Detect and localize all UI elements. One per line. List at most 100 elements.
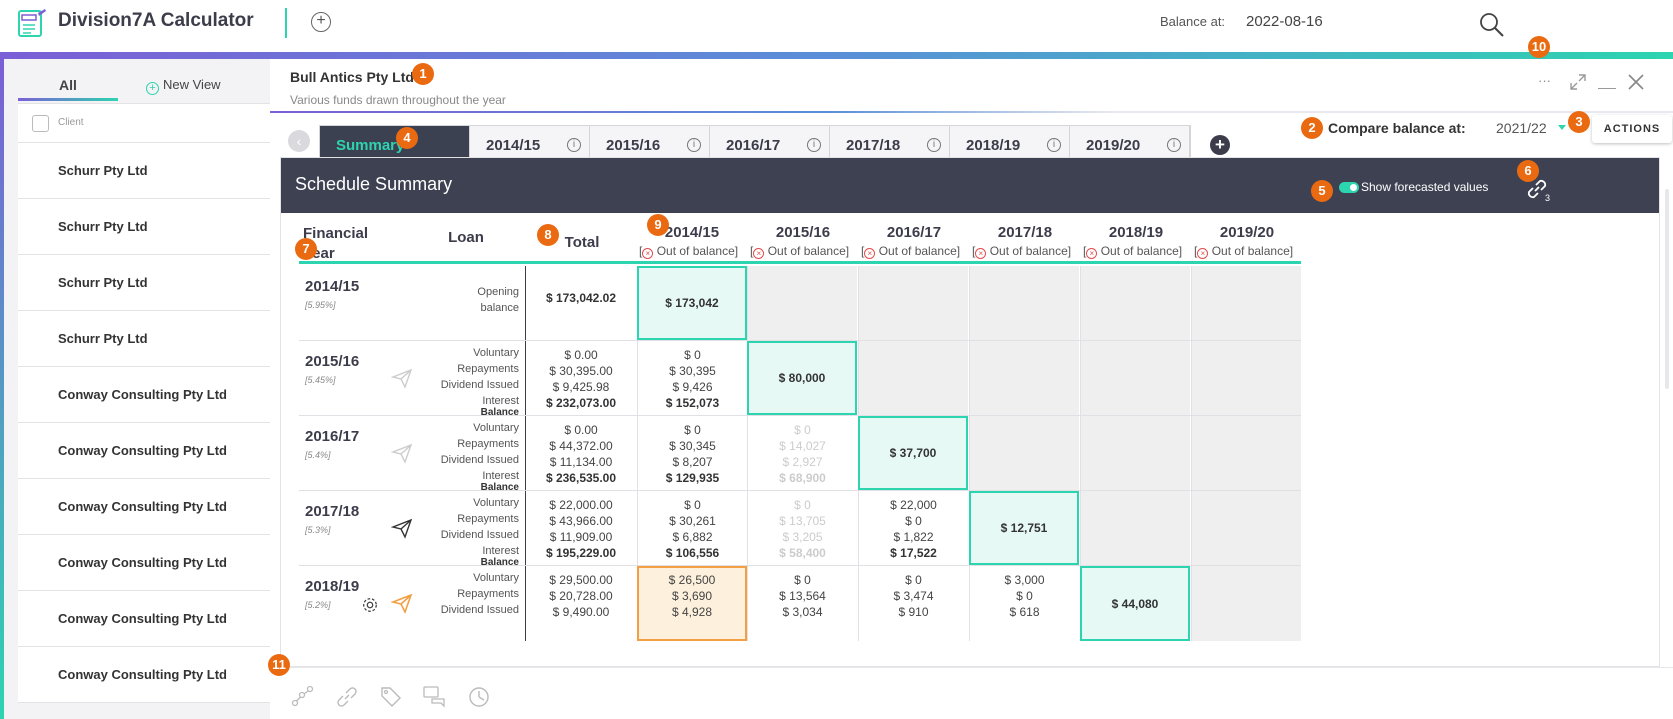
balance-cell[interactable]: $ 173,042: [637, 266, 747, 340]
cell-value: $ 14,027: [779, 439, 826, 453]
balance-label: Balance: [480, 557, 519, 568]
row-label: Balance: [419, 557, 519, 568]
vertical-scrollbar[interactable]: [1665, 189, 1669, 389]
client-list-item[interactable]: Conway Consulting Pty Ltd: [18, 535, 270, 591]
info-icon[interactable]: i: [1167, 138, 1181, 152]
cell-value: $ 0: [794, 423, 811, 437]
balance-at-date[interactable]: 2022-08-16: [1246, 13, 1323, 30]
add-calculation-icon[interactable]: +: [311, 12, 331, 32]
chevron-down-icon[interactable]: [1558, 125, 1566, 130]
error-icon: ×: [1197, 248, 1209, 259]
info-icon[interactable]: i: [807, 138, 821, 152]
show-forecast-toggle[interactable]: [1339, 182, 1359, 193]
year-column-header: 2016/17: [886, 224, 942, 241]
client-list-item[interactable]: Conway Consulting Pty Ltd: [18, 479, 270, 535]
link-icon[interactable]: [1523, 175, 1551, 203]
total-value: $ 43,966.00: [549, 514, 613, 528]
client-list-item[interactable]: Schurr Pty Ltd: [18, 311, 270, 367]
balance-cell[interactable]: $ 37,700: [858, 416, 968, 490]
row-financial-year: 2015/16: [305, 353, 360, 370]
cell-value: $ 129,935: [665, 471, 720, 485]
cell-value: $ 13,705: [779, 514, 826, 528]
forecast-cell: $ 0 $ 13,705 $ 3,205 $ 58,400: [747, 491, 857, 565]
row-label: Dividend Issued: [440, 454, 519, 466]
oob-text: Out of balance]: [1211, 244, 1294, 258]
tag-icon[interactable]: [378, 684, 404, 708]
forecast-cell: $ 0 $ 14,027 $ 2,927 $ 68,900: [747, 416, 857, 490]
expand-icon[interactable]: [1568, 72, 1588, 92]
add-year-tab-icon[interactable]: +: [1210, 135, 1230, 155]
document-title: Bull Antics Pty Ltd: [290, 69, 414, 85]
info-icon[interactable]: i: [927, 138, 941, 152]
info-icon[interactable]: i: [687, 138, 701, 152]
balance-cell[interactable]: $ 80,000: [747, 341, 857, 415]
info-icon[interactable]: i: [1047, 138, 1061, 152]
send-icon[interactable]: [391, 442, 413, 464]
timer-icon[interactable]: [466, 684, 492, 708]
tab-all[interactable]: All: [18, 71, 118, 101]
empty-cell: [1080, 266, 1190, 340]
cell-value: $ 4,928: [671, 605, 713, 619]
value-cell: $ 22,000 $ 0 $ 1,822 $ 17,522: [858, 491, 968, 565]
row-label: Repayments: [457, 588, 519, 600]
select-all-checkbox[interactable]: [32, 115, 49, 132]
client-list-item[interactable]: Conway Consulting Pty Ltd: [18, 591, 270, 647]
client-list-item[interactable]: Schurr Pty Ltd: [18, 255, 270, 311]
client-list-item[interactable]: Conway Consulting Pty Ltd: [18, 423, 270, 479]
client-column-label: Client: [58, 117, 84, 128]
total-divider: [525, 416, 526, 490]
tab-2015-16[interactable]: 2015/16 i: [590, 126, 710, 165]
error-icon: ×: [753, 248, 765, 259]
minimize-icon[interactable]: [1598, 73, 1616, 89]
close-icon[interactable]: [1626, 72, 1646, 92]
empty-cell: [858, 266, 968, 340]
actions-button[interactable]: ACTIONS: [1592, 115, 1672, 143]
row-label: Opening: [477, 286, 519, 298]
annotation-badge-11: 11: [268, 654, 290, 676]
annotation-badge-9: 9: [647, 214, 669, 236]
client-list-item[interactable]: Schurr Pty Ltd: [18, 199, 270, 255]
send-icon[interactable]: [391, 517, 413, 539]
oob-text: Out of balance]: [656, 244, 739, 258]
client-list-item[interactable]: Schurr Pty Ltd: [18, 143, 270, 199]
warning-cell[interactable]: $ 26,500 $ 3,690 $ 4,928: [637, 566, 747, 641]
cell-value: $ 3,690: [671, 589, 713, 603]
cell-value: $ 0: [794, 498, 811, 512]
row-financial-year: 2014/15: [305, 278, 360, 295]
cell-value: $ 0: [905, 573, 922, 587]
send-icon[interactable]: [391, 367, 413, 389]
table-row: 2017/18 [5.3%] Voluntary Repayments Divi…: [299, 491, 1301, 568]
balance-cell[interactable]: $ 44,080: [1080, 566, 1190, 641]
search-icon[interactable]: [1478, 11, 1506, 39]
row-label: Repayments: [457, 438, 519, 450]
annotation-badge-5: 5: [1311, 180, 1333, 202]
gear-icon[interactable]: [361, 596, 379, 614]
tab-2016-17[interactable]: 2016/17 i: [710, 126, 830, 165]
balance-label: Balance: [480, 407, 519, 418]
annotation-badge-3: 3: [1568, 111, 1590, 133]
tab-2018-19[interactable]: 2018/19 i: [950, 126, 1070, 165]
tab-2017-18[interactable]: 2017/18 i: [830, 126, 950, 165]
client-list-item[interactable]: Conway Consulting Pty Ltd: [18, 647, 270, 703]
row-label: Balance: [419, 483, 519, 493]
total-value: $ 44,372.00: [549, 439, 613, 453]
info-icon[interactable]: i: [567, 138, 581, 152]
client-list-item[interactable]: Conway Consulting Pty Ltd: [18, 367, 270, 423]
cell-value: $ 106,556: [665, 546, 720, 560]
bottom-toolbar: 11: [268, 654, 1673, 719]
annotation-badge-8: 8: [537, 224, 559, 246]
tab-2014-15[interactable]: 2014/15 i: [470, 126, 590, 165]
new-view-button[interactable]: + New View: [146, 77, 221, 95]
tab-2019-20[interactable]: 2019/20 i: [1070, 126, 1190, 165]
compare-balance-select[interactable]: 2021/22: [1496, 120, 1547, 136]
empty-cell: [1080, 491, 1190, 565]
comments-icon[interactable]: [422, 684, 448, 708]
graph-icon[interactable]: [290, 684, 316, 708]
empty-cell: [1191, 566, 1301, 641]
more-options-icon[interactable]: ···: [1538, 73, 1551, 88]
send-icon[interactable]: [391, 592, 413, 614]
tab-label: 2016/17: [726, 137, 781, 154]
tabs-scroll-left-icon[interactable]: ‹: [288, 130, 310, 152]
link-icon[interactable]: [334, 684, 360, 708]
balance-cell[interactable]: $ 12,751: [969, 491, 1079, 565]
